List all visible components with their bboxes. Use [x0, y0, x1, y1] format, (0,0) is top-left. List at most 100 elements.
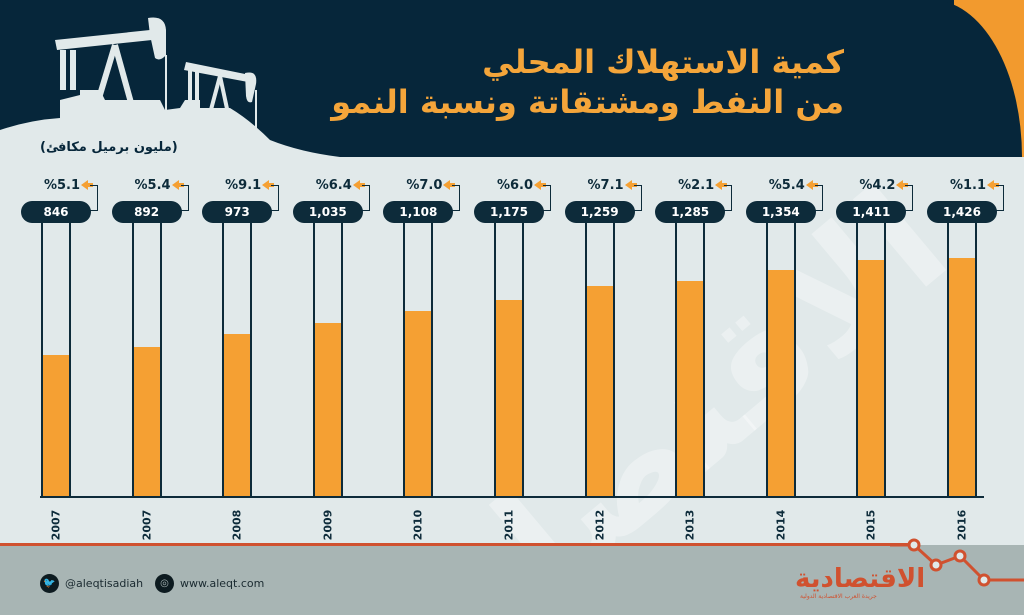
oil-pumpjack-icon — [0, 17, 340, 157]
year-label: 2013 — [683, 509, 697, 541]
growth-percent: %6.4 — [315, 178, 352, 193]
growth-percent: %1.1 — [949, 178, 986, 193]
bar-chart: الاقتصادية %5.1 846 2007 %5.4 892 2007 %9.1 973… — [0, 156, 1024, 615]
bar-tube — [41, 223, 71, 497]
bar-tube — [765, 223, 796, 497]
arrow-left-icon — [352, 180, 365, 190]
connector-line — [271, 185, 280, 211]
bar-column: %7.1 1,259 2012 — [562, 157, 652, 540]
growth-percent: %7.1 — [587, 178, 624, 193]
bar-column: %6.4 1,035 2009 — [290, 157, 380, 540]
bar-tube — [494, 223, 524, 497]
growth-percent: %9.1 — [225, 178, 262, 193]
bar-fill — [405, 311, 432, 497]
arrow-left-icon — [624, 180, 637, 190]
connector-line — [905, 185, 914, 211]
value-badge: 1,285 — [655, 201, 726, 223]
year-label: 2014 — [774, 509, 788, 541]
year-label: 2007 — [140, 509, 154, 541]
growth-percent: %2.1 — [678, 178, 715, 193]
bar-fill — [677, 281, 704, 497]
x-axis-line — [40, 496, 984, 498]
bar-column: %5.4 892 2007 — [109, 157, 199, 540]
connector-line — [633, 185, 642, 211]
value-badge: 846 — [21, 201, 91, 223]
bar-tube — [403, 223, 434, 497]
value-badge: 1,108 — [383, 201, 454, 223]
bar-tube — [675, 223, 706, 497]
website-url: www.aleqt.com — [180, 577, 265, 590]
year-label: 2009 — [321, 509, 335, 541]
bar-fill — [314, 323, 341, 497]
bar-fill — [767, 269, 794, 497]
year-label: 2011 — [502, 509, 516, 541]
arrow-left-icon — [81, 180, 93, 190]
year-label: 2012 — [593, 509, 607, 541]
bar-tube — [312, 223, 343, 497]
bar-fill — [133, 347, 160, 497]
value-badge: 1,259 — [564, 201, 635, 223]
value-badge: 973 — [202, 201, 273, 223]
bar-tube — [584, 223, 615, 497]
arrow-left-icon — [534, 180, 546, 190]
connector-line — [996, 185, 1004, 211]
arrow-left-icon — [896, 180, 909, 190]
year-label: 2010 — [411, 509, 425, 541]
growth-percent: %4.2 — [859, 178, 896, 193]
arrow-left-icon — [171, 180, 184, 190]
value-badge: 892 — [111, 201, 182, 223]
arrow-left-icon — [262, 180, 275, 190]
value-badge: 1,175 — [474, 201, 544, 223]
bar-fill — [224, 333, 251, 497]
bar-column: %1.1 1,426 2016 — [924, 157, 1014, 540]
website-link[interactable]: ◎ www.aleqt.com — [155, 574, 264, 593]
bar-tube — [131, 223, 162, 497]
bar-tube — [947, 223, 977, 497]
bar-fill — [496, 299, 522, 497]
bar-column: %9.1 973 2008 — [199, 157, 289, 540]
value-badge: 1,035 — [292, 201, 363, 223]
unit-label: (مليون برميل مكافئ) — [40, 140, 178, 155]
bar-column: %6.0 1,175 2011 — [471, 157, 561, 540]
twitter-handle: @aleqtisadiah — [65, 577, 144, 590]
globe-icon: ◎ — [155, 574, 174, 593]
connector-line — [452, 185, 461, 211]
year-label: 2015 — [864, 509, 878, 541]
twitter-link[interactable]: 🐦 @aleqtisadiah — [40, 574, 143, 593]
value-badge: 1,411 — [836, 201, 907, 223]
arrow-left-icon — [715, 180, 728, 190]
bar-fill — [43, 355, 69, 497]
bar-column: %7.0 1,108 2010 — [380, 157, 470, 540]
value-badge: 1,354 — [745, 201, 816, 223]
bar-column: %2.1 1,285 2013 — [652, 157, 742, 540]
connector-line — [361, 185, 370, 211]
title-line-2: من النفط ومشتقاتة ونسبة النمو — [331, 83, 844, 121]
value-badge: 1,426 — [927, 201, 997, 223]
growth-percent: %7.0 — [406, 178, 443, 193]
connector-line — [724, 185, 733, 211]
header-banner: كمية الاستهلاك المحلي من النفط ومشتقاتة … — [0, 0, 1024, 157]
bar-column: %5.4 1,354 2014 — [743, 157, 833, 540]
year-label: 2008 — [230, 509, 244, 541]
bar-column: %4.2 1,411 2015 — [833, 157, 923, 540]
connector-line — [90, 185, 98, 211]
footer-accent-line — [0, 543, 910, 546]
brand-logo: الاقتصادية — [795, 564, 926, 594]
bar-fill — [858, 260, 885, 497]
connector-line — [543, 185, 551, 211]
bar-fill — [949, 257, 975, 497]
growth-percent: %5.4 — [134, 178, 171, 193]
arrow-left-icon — [443, 180, 456, 190]
bar-tube — [222, 223, 253, 497]
connector-line — [814, 185, 823, 211]
bar-fill — [586, 285, 613, 497]
brand-tagline: جريدة العرب الاقتصادية الدولية — [800, 593, 877, 600]
year-label: 2007 — [49, 509, 63, 541]
arrow-left-icon — [987, 180, 999, 190]
bar-tube — [856, 223, 887, 497]
arrow-left-icon — [805, 180, 818, 190]
chart-title: كمية الاستهلاك المحلي من النفط ومشتقاتة … — [331, 42, 844, 122]
trend-line-icon — [890, 538, 1024, 587]
growth-percent: %6.0 — [496, 178, 533, 193]
